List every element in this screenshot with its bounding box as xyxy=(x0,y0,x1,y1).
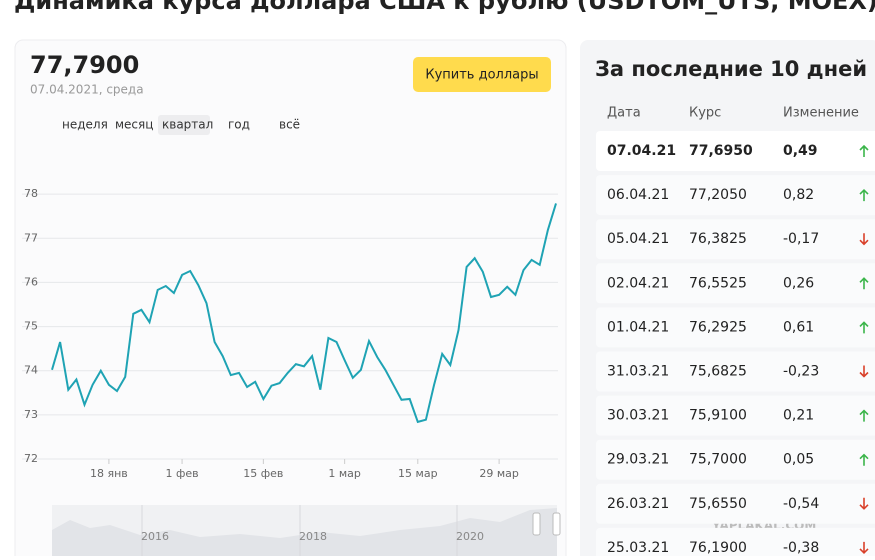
table-cell: 01.04.21 xyxy=(607,319,669,335)
table-cell: -0,23 xyxy=(783,364,819,380)
table-row xyxy=(596,131,875,171)
y-tick-label: 75 xyxy=(24,320,38,333)
period-tab[interactable]: год xyxy=(228,118,250,132)
buy-button-label[interactable]: Купить доллары xyxy=(425,68,538,83)
table-cell: 0,21 xyxy=(783,408,814,424)
table-cell: 07.04.21 xyxy=(607,143,676,159)
price-line xyxy=(51,203,557,424)
table-cell: 75,7000 xyxy=(689,452,747,468)
table-cell: -0,38 xyxy=(783,540,819,556)
table-cell: 0,26 xyxy=(783,275,814,291)
x-tick-label: 1 фев xyxy=(165,467,198,480)
table-cell: 29.03.21 xyxy=(607,452,669,468)
table-row xyxy=(596,483,875,524)
x-tick-label: 15 мар xyxy=(398,467,438,480)
period-tab[interactable]: квартал xyxy=(162,118,213,132)
date: 07.04.2021, среда xyxy=(30,83,144,97)
table-cell: 0,61 xyxy=(783,319,814,335)
table-row xyxy=(596,263,875,304)
table-row xyxy=(596,395,875,436)
navigator-year: 2016 xyxy=(141,530,169,543)
table-row xyxy=(596,307,875,348)
y-tick-label: 73 xyxy=(24,408,38,421)
table-cell: 75,9100 xyxy=(689,408,747,424)
chart-card xyxy=(14,39,567,560)
arrow-up xyxy=(859,277,869,290)
table-cell: 76,1900 xyxy=(689,540,747,556)
arrow-down xyxy=(859,365,869,378)
price: 77,7900 xyxy=(30,51,139,79)
table-cell: 76,2925 xyxy=(689,319,747,335)
y-tick-label: 77 xyxy=(24,231,38,244)
x-tick-label: 29 мар xyxy=(479,467,519,480)
arrow-down xyxy=(859,233,869,246)
navigator-handle[interactable] xyxy=(532,512,541,536)
table-cell: 75,6550 xyxy=(689,496,747,512)
page-title: Динамика курса доллара США к рублю (USDT… xyxy=(14,0,875,15)
period-tab[interactable]: всё xyxy=(279,118,300,132)
column-header: Курс xyxy=(689,106,721,121)
buy-button[interactable] xyxy=(413,57,551,92)
table-cell: 75,6825 xyxy=(689,364,747,380)
table-cell: 76,5525 xyxy=(689,275,747,291)
period-tab[interactable]: месяц xyxy=(115,118,153,132)
table-cell: -0,17 xyxy=(783,231,819,247)
arrow-up xyxy=(859,409,869,422)
x-tick-label: 15 фев xyxy=(243,467,283,480)
arrow-down xyxy=(859,541,869,555)
table-cell: 77,6950 xyxy=(689,143,753,159)
period-active-bg xyxy=(158,115,210,135)
table-row xyxy=(596,527,875,560)
table-cell: 0,49 xyxy=(783,143,818,159)
x-tick-label: 18 янв xyxy=(90,467,128,480)
y-tick-label: 74 xyxy=(24,364,38,377)
x-tick-label: 1 мар xyxy=(328,467,361,480)
table-cell: 02.04.21 xyxy=(607,275,669,291)
table-row xyxy=(596,219,875,260)
arrow-up xyxy=(859,453,869,466)
table-cell: 0,05 xyxy=(783,452,814,468)
table-row xyxy=(596,439,875,480)
table-row xyxy=(596,175,875,216)
y-tick-label: 72 xyxy=(24,452,38,465)
table-cell: 05.04.21 xyxy=(607,231,669,247)
arrow-down xyxy=(859,497,869,510)
table-cell: 0,82 xyxy=(783,187,814,203)
period-tab[interactable]: неделя xyxy=(62,118,108,132)
y-tick-label: 78 xyxy=(24,187,38,200)
table-row xyxy=(596,351,875,392)
arrow-up xyxy=(859,144,869,157)
column-header: Дата xyxy=(607,106,641,121)
arrow-up xyxy=(859,321,869,334)
y-tick-label: 76 xyxy=(24,275,38,288)
column-header: Изменение xyxy=(783,106,859,121)
table-cell: -0,54 xyxy=(783,496,819,512)
table-cell: 06.04.21 xyxy=(607,187,669,203)
table-cell: 25.03.21 xyxy=(607,540,669,556)
table-title: За последние 10 дней xyxy=(595,57,867,81)
table-cell: 77,2050 xyxy=(689,187,747,203)
table-cell: 26.03.21 xyxy=(607,496,669,512)
arrow-up xyxy=(859,188,869,202)
navigator-area xyxy=(52,508,557,556)
navigator-year: 2018 xyxy=(299,530,327,543)
navigator-handle[interactable] xyxy=(552,512,561,536)
table-cell: 30.03.21 xyxy=(607,408,669,424)
table-cell: 76,3825 xyxy=(689,231,747,247)
navigator-year: 2020 xyxy=(456,530,484,543)
table-cell: 31.03.21 xyxy=(607,364,669,380)
